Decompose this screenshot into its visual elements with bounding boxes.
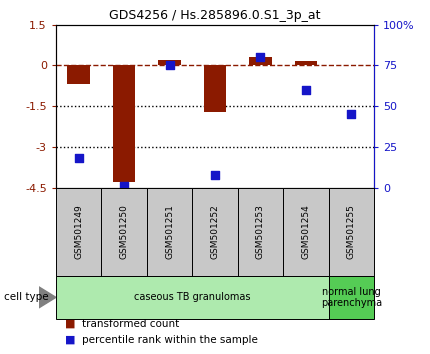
- Bar: [56, 188, 101, 276]
- Bar: [283, 188, 329, 276]
- Text: percentile rank within the sample: percentile rank within the sample: [82, 335, 258, 345]
- Point: [302, 87, 309, 93]
- Point: [121, 183, 128, 189]
- Point: [166, 63, 173, 68]
- Bar: [147, 188, 192, 276]
- Bar: [295, 62, 317, 65]
- Bar: [113, 65, 135, 182]
- Text: cell type: cell type: [4, 292, 49, 302]
- Point: [348, 112, 355, 117]
- Point: [75, 155, 82, 161]
- Text: GSM501252: GSM501252: [211, 205, 219, 259]
- Polygon shape: [39, 287, 56, 308]
- Text: GSM501249: GSM501249: [74, 205, 83, 259]
- Bar: [158, 60, 181, 65]
- Bar: [56, 276, 329, 319]
- Bar: [238, 188, 283, 276]
- Text: GSM501250: GSM501250: [120, 204, 129, 259]
- Text: caseous TB granulomas: caseous TB granulomas: [134, 292, 251, 302]
- Text: GSM501254: GSM501254: [301, 205, 310, 259]
- Bar: [192, 188, 238, 276]
- Text: ■: ■: [64, 319, 75, 329]
- Text: normal lung
parenchyma: normal lung parenchyma: [321, 286, 382, 308]
- Bar: [67, 65, 90, 85]
- Bar: [101, 188, 147, 276]
- Text: ■: ■: [64, 335, 75, 345]
- Text: GSM501255: GSM501255: [347, 204, 356, 259]
- Bar: [329, 188, 374, 276]
- Title: GDS4256 / Hs.285896.0.S1_3p_at: GDS4256 / Hs.285896.0.S1_3p_at: [109, 9, 321, 22]
- Text: transformed count: transformed count: [82, 319, 179, 329]
- Text: GSM501251: GSM501251: [165, 204, 174, 259]
- Bar: [204, 65, 226, 112]
- Point: [212, 172, 218, 177]
- Bar: [329, 276, 374, 319]
- Point: [257, 55, 264, 60]
- Text: GSM501253: GSM501253: [256, 204, 265, 259]
- Bar: [249, 57, 272, 65]
